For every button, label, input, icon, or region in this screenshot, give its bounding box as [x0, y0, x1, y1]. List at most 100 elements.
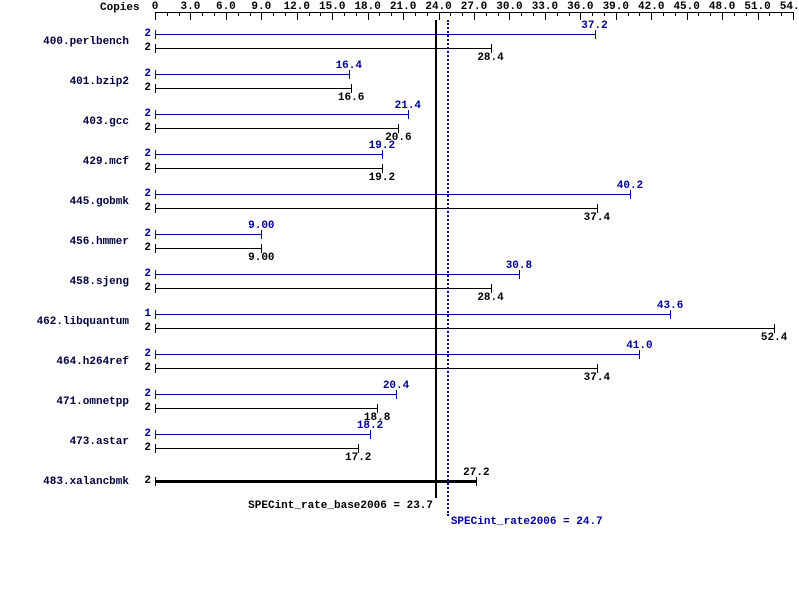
copies-peak: 1: [131, 308, 151, 320]
bar-peak: [155, 74, 349, 75]
benchmark-label: 401.bzip2: [0, 76, 129, 88]
summary-peak: SPECint_rate2006 = 24.7: [451, 516, 603, 528]
bar-base-start-tick: [155, 477, 156, 486]
x-tick-label: 9.0: [251, 1, 271, 13]
x-tick-major: [190, 12, 191, 20]
benchmark-label: 458.sjeng: [0, 276, 129, 288]
bar-base-start-tick: [155, 204, 156, 213]
bar-base-start-tick: [155, 364, 156, 373]
copies-base: 2: [131, 362, 151, 374]
x-tick-label: 15.0: [319, 1, 345, 13]
benchmark-label: 429.mcf: [0, 156, 129, 168]
x-tick-label: 6.0: [216, 1, 236, 13]
vline-peak: [447, 20, 449, 516]
x-tick-major: [651, 12, 652, 20]
bar-peak-start-tick: [155, 110, 156, 119]
x-tick-minor: [179, 12, 180, 16]
copies-peak: 2: [131, 348, 151, 360]
copies-base: 2: [131, 242, 151, 254]
x-tick-major: [687, 12, 688, 20]
x-tick-minor: [450, 12, 451, 16]
x-tick-minor: [238, 12, 239, 16]
x-tick-minor: [663, 12, 664, 16]
copies-peak: 2: [131, 228, 151, 240]
bar-base: [155, 128, 398, 129]
bar-base: [155, 448, 358, 449]
x-tick-minor: [379, 12, 380, 16]
bar-base: [155, 48, 491, 49]
copies-base: 2: [131, 322, 151, 334]
x-tick-minor: [486, 12, 487, 16]
summary-base: SPECint_rate_base2006 = 23.7: [248, 500, 433, 512]
bar-peak: [155, 394, 396, 395]
value-base: 16.6: [338, 92, 364, 104]
bar-base: [155, 168, 382, 169]
x-tick-major: [403, 12, 404, 20]
copies-base: 2: [131, 82, 151, 94]
bar-peak: [155, 194, 630, 195]
bar-base: [155, 480, 476, 483]
x-tick-minor: [309, 12, 310, 16]
x-tick-minor: [521, 12, 522, 16]
copies-base: 2: [131, 122, 151, 134]
bar-peak: [155, 434, 370, 435]
bar-peak: [155, 234, 261, 235]
benchmark-label: 400.perlbench: [0, 36, 129, 48]
copies-base: 2: [131, 282, 151, 294]
bar-base-start-tick: [155, 44, 156, 53]
benchmark-label: 473.astar: [0, 436, 129, 448]
value-peak: 9.00: [248, 220, 274, 232]
bar-peak: [155, 354, 639, 355]
x-tick-label: 45.0: [673, 1, 699, 13]
x-tick-label: 33.0: [532, 1, 558, 13]
benchmark-label: 462.libquantum: [0, 316, 129, 328]
x-tick-label: 21.0: [390, 1, 416, 13]
copies-header: Copies: [100, 2, 140, 14]
value-base: 19.2: [369, 172, 395, 184]
bar-base: [155, 328, 774, 329]
x-tick-label: 30.0: [496, 1, 522, 13]
x-tick-minor: [273, 12, 274, 16]
x-tick-minor: [250, 12, 251, 16]
x-tick-label: 12.0: [284, 1, 310, 13]
x-tick-major: [616, 12, 617, 20]
value-base: 52.4: [761, 332, 787, 344]
x-tick-major: [509, 12, 510, 20]
x-tick-major: [545, 12, 546, 20]
bar-base: [155, 208, 597, 209]
benchmark-label: 456.hmmer: [0, 236, 129, 248]
bar-base-start-tick: [155, 124, 156, 133]
copies-base: 2: [131, 202, 151, 214]
x-tick-label: 51.0: [744, 1, 770, 13]
vline-base: [435, 20, 437, 498]
bar-peak-start-tick: [155, 390, 156, 399]
x-tick-label: 3.0: [181, 1, 201, 13]
x-tick-major: [439, 12, 440, 20]
x-tick-major: [226, 12, 227, 20]
copies-peak: 2: [131, 188, 151, 200]
value-peak: 21.4: [395, 100, 421, 112]
benchmark-label: 403.gcc: [0, 116, 129, 128]
benchmark-label: 483.xalancbmk: [0, 476, 129, 488]
x-tick-major: [580, 12, 581, 20]
bar-peak-start-tick: [155, 350, 156, 359]
bar-peak: [155, 154, 382, 155]
x-tick-label: 27.0: [461, 1, 487, 13]
x-tick-minor: [628, 12, 629, 16]
copies-peak: 2: [131, 28, 151, 40]
x-tick-major: [722, 12, 723, 20]
spec-rate-chart: Copies 03.06.09.012.015.018.021.024.027.…: [0, 0, 799, 606]
x-tick-minor: [769, 12, 770, 16]
value-peak: 40.2: [617, 180, 643, 192]
bar-base-start-tick: [155, 244, 156, 253]
x-tick-major: [368, 12, 369, 20]
x-tick-label: 0: [152, 1, 159, 13]
x-tick-minor: [557, 12, 558, 16]
bar-base-start-tick: [155, 164, 156, 173]
x-tick-major: [758, 12, 759, 20]
x-tick-major: [332, 12, 333, 20]
copies-peak: 2: [131, 108, 151, 120]
x-tick-major: [261, 12, 262, 20]
bar-peak: [155, 114, 408, 115]
copies-base: 2: [131, 402, 151, 414]
